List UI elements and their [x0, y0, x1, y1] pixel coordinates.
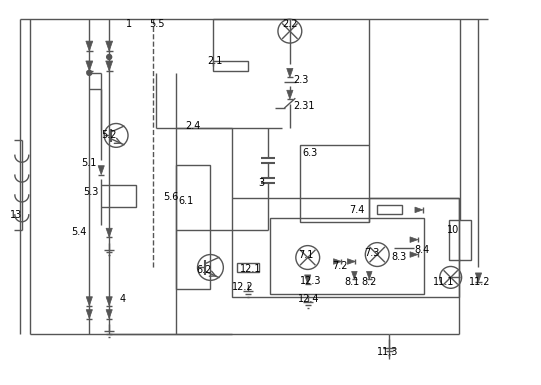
Text: 7.2: 7.2	[333, 261, 348, 271]
Bar	[270, 218, 424, 294]
Bar	[232, 198, 459, 297]
Text: 11.3: 11.3	[377, 347, 399, 357]
Text: 8.1: 8.1	[345, 277, 360, 287]
Polygon shape	[105, 61, 113, 71]
Text: 10: 10	[447, 225, 459, 235]
Text: 12.1: 12.1	[240, 264, 262, 275]
Polygon shape	[476, 273, 481, 282]
Text: 8.3: 8.3	[391, 251, 406, 261]
Bar	[448, 220, 471, 259]
Text: 3: 3	[258, 178, 264, 188]
Text: 2.4: 2.4	[186, 121, 201, 131]
Polygon shape	[106, 297, 113, 306]
Polygon shape	[86, 297, 93, 306]
Text: 11.1: 11.1	[433, 277, 454, 287]
Circle shape	[107, 55, 111, 59]
Text: 8.2: 8.2	[361, 277, 377, 287]
Text: 2.2: 2.2	[282, 19, 298, 29]
Polygon shape	[410, 237, 418, 243]
Polygon shape	[86, 61, 93, 71]
Polygon shape	[287, 90, 293, 99]
Text: 2.31: 2.31	[293, 100, 314, 110]
Polygon shape	[106, 228, 113, 237]
Text: 5.3: 5.3	[83, 187, 99, 197]
Polygon shape	[287, 69, 293, 77]
Text: 13: 13	[10, 210, 22, 220]
Text: 5.5: 5.5	[149, 19, 164, 29]
Text: 6.3: 6.3	[303, 148, 318, 158]
Polygon shape	[105, 41, 113, 51]
Bar	[101, 185, 136, 207]
Text: 1: 1	[126, 19, 132, 29]
Polygon shape	[98, 166, 104, 175]
Text: 7.3: 7.3	[364, 248, 380, 258]
Polygon shape	[86, 310, 93, 318]
Text: 2.3: 2.3	[293, 75, 308, 85]
Text: 5.2: 5.2	[101, 131, 117, 141]
Text: 12.3: 12.3	[300, 276, 321, 286]
Bar	[213, 61, 248, 71]
Bar	[377, 206, 401, 214]
Polygon shape	[352, 271, 357, 280]
Polygon shape	[415, 207, 423, 213]
Polygon shape	[347, 259, 355, 264]
Polygon shape	[366, 271, 372, 280]
Text: 8.4: 8.4	[414, 244, 429, 254]
Bar	[176, 165, 210, 289]
Bar	[237, 263, 259, 272]
Polygon shape	[305, 275, 311, 284]
Text: 7.1: 7.1	[298, 249, 313, 259]
Circle shape	[87, 70, 92, 75]
Text: 5.1: 5.1	[81, 158, 97, 168]
Text: 12.2: 12.2	[232, 282, 254, 292]
Polygon shape	[334, 259, 341, 264]
Text: 4: 4	[119, 294, 125, 304]
Text: 5.6: 5.6	[163, 192, 178, 202]
Text: 5.4: 5.4	[71, 227, 87, 237]
Bar	[300, 146, 370, 222]
Text: 6.2: 6.2	[196, 266, 212, 276]
Polygon shape	[410, 252, 418, 257]
Text: 7.4: 7.4	[349, 205, 365, 215]
Polygon shape	[106, 310, 113, 318]
Text: 12.4: 12.4	[298, 294, 319, 304]
Text: 6.1: 6.1	[179, 196, 194, 206]
Text: 11.2: 11.2	[469, 277, 490, 287]
Text: 2.1: 2.1	[207, 56, 223, 66]
Polygon shape	[86, 41, 93, 51]
